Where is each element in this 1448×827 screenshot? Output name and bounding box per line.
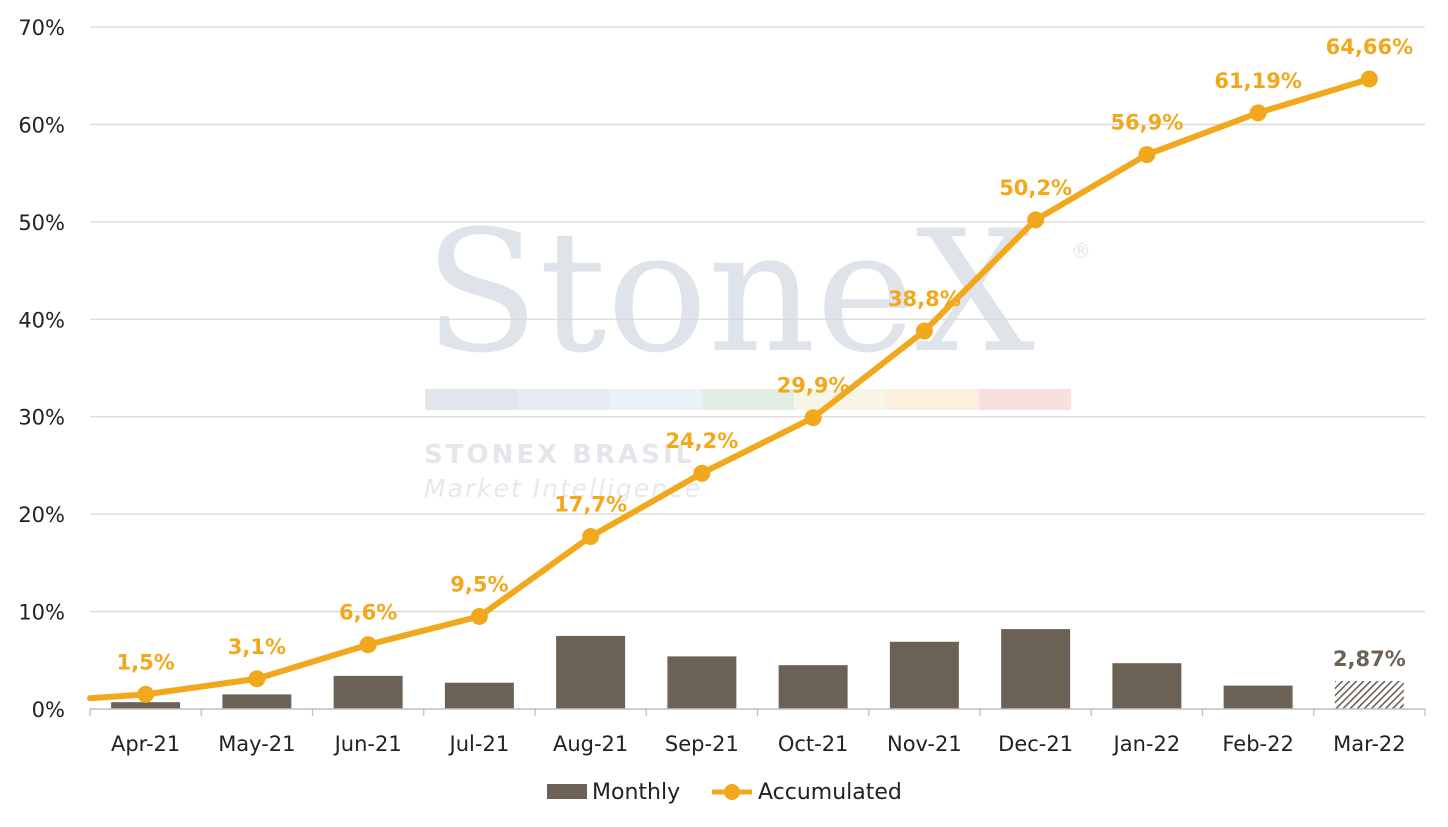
monthly-bar <box>889 641 959 709</box>
x-tick-label: Aug-21 <box>553 732 628 756</box>
accumulated-point <box>693 464 711 482</box>
accumulated-data-label: 38,8% <box>888 287 961 311</box>
legend: Monthly Accumulated <box>547 780 902 805</box>
accumulated-data-label: 6,6% <box>339 601 397 625</box>
y-tick-label: 40% <box>18 308 65 332</box>
monthly-bar <box>1112 663 1182 709</box>
x-tick-label: Apr-21 <box>111 732 180 756</box>
legend-accumulated-label: Accumulated <box>758 780 902 805</box>
watermark-stripe <box>978 389 1072 410</box>
accumulated-data-label: 24,2% <box>665 429 738 453</box>
x-tick-label: Nov-21 <box>887 732 962 756</box>
watermark-registered-mark: ® <box>1071 239 1091 263</box>
monthly-data-label: 2,87% <box>1333 647 1406 671</box>
y-tick-label: 70% <box>18 16 65 40</box>
watermark-color-stripes <box>425 389 1072 410</box>
accumulated-data-label: 1,5% <box>117 650 175 674</box>
accumulated-point <box>915 322 933 340</box>
y-tick-label: 0% <box>32 698 65 722</box>
monthly-bar <box>222 694 292 709</box>
accumulated-data-label: 29,9% <box>777 374 850 398</box>
legend-accumulated-marker <box>724 784 740 800</box>
x-tick-label: Mar-22 <box>1333 732 1406 756</box>
legend-monthly-label: Monthly <box>592 780 680 805</box>
x-tick-label: Oct-21 <box>778 732 849 756</box>
stonex-watermark: StoneX ® STONEX BRASIL Market Intelligen… <box>424 194 1091 503</box>
watermark-line1: STONEX BRASIL <box>424 440 695 470</box>
accumulated-data-label: 3,1% <box>228 635 286 659</box>
watermark-brand: StoneX <box>424 194 1035 390</box>
accumulated-data-label: 61,19% <box>1214 69 1301 93</box>
x-tick-label: Jun-21 <box>333 732 402 756</box>
y-tick-label: 60% <box>18 113 65 137</box>
x-tick-label: May-21 <box>218 732 295 756</box>
data-labels: 1,5% 3,1% 6,6% 9,5% 17,7% 24,2% 29,9% 38,8% 50,2… <box>117 35 1414 674</box>
gridlines <box>90 26 1425 613</box>
watermark-stripe <box>886 389 979 410</box>
monthly-bar <box>1223 685 1293 709</box>
accumulated-point <box>359 636 377 654</box>
x-tick-label: Feb-22 <box>1222 732 1293 756</box>
x-tick-label: Sep-21 <box>665 732 739 756</box>
accumulated-data-label: 64,66% <box>1326 35 1413 59</box>
watermark-stripe <box>517 389 610 410</box>
accumulated-point <box>804 409 822 427</box>
monthly-bar <box>556 635 626 709</box>
monthly-bar <box>1334 681 1404 709</box>
x-axis-tick-marks <box>89 709 1426 716</box>
accumulated-data-label: 50,2% <box>999 176 1072 200</box>
x-tick-label: Dec-21 <box>998 732 1073 756</box>
y-tick-label: 10% <box>18 601 65 625</box>
accumulated-point <box>582 528 600 546</box>
accumulated-point <box>1360 70 1378 88</box>
monthly-bar <box>111 702 181 709</box>
accumulated-point <box>1027 211 1045 229</box>
accumulated-data-label: 9,5% <box>450 572 508 596</box>
watermark-stripe <box>701 389 795 410</box>
accumulated-point <box>1249 104 1267 122</box>
monthly-bar <box>333 675 403 709</box>
y-axis-ticks: 0% 10% 20% 30% 40% 50% 60% 70% <box>18 16 65 722</box>
x-tick-label: Jan-22 <box>1112 732 1181 756</box>
monthly-bars <box>111 629 1404 709</box>
monthly-bar <box>444 682 514 709</box>
x-axis-labels: Apr-21 May-21 Jun-21 Jul-21 Aug-21 Sep-21 Oct-… <box>111 732 1406 756</box>
accumulated-data-label: 56,9% <box>1110 111 1183 135</box>
accumulated-line-series <box>87 70 1378 703</box>
x-tick-label: Jul-21 <box>448 732 510 756</box>
monthly-bar <box>778 665 848 709</box>
y-tick-label: 30% <box>18 406 65 430</box>
monthly-bar <box>667 656 737 709</box>
monthly-bar <box>1001 629 1071 709</box>
accumulated-data-label: 17,7% <box>554 493 627 517</box>
y-tick-label: 20% <box>18 503 65 527</box>
watermark-stripe <box>425 389 518 410</box>
watermark-stripe <box>609 389 702 410</box>
accumulated-point <box>248 670 266 688</box>
accumulated-point <box>470 607 488 625</box>
y-tick-label: 50% <box>18 211 65 235</box>
accumulated-point <box>1138 146 1156 164</box>
accumulated-point <box>137 685 155 703</box>
legend-monthly-swatch <box>547 784 587 799</box>
